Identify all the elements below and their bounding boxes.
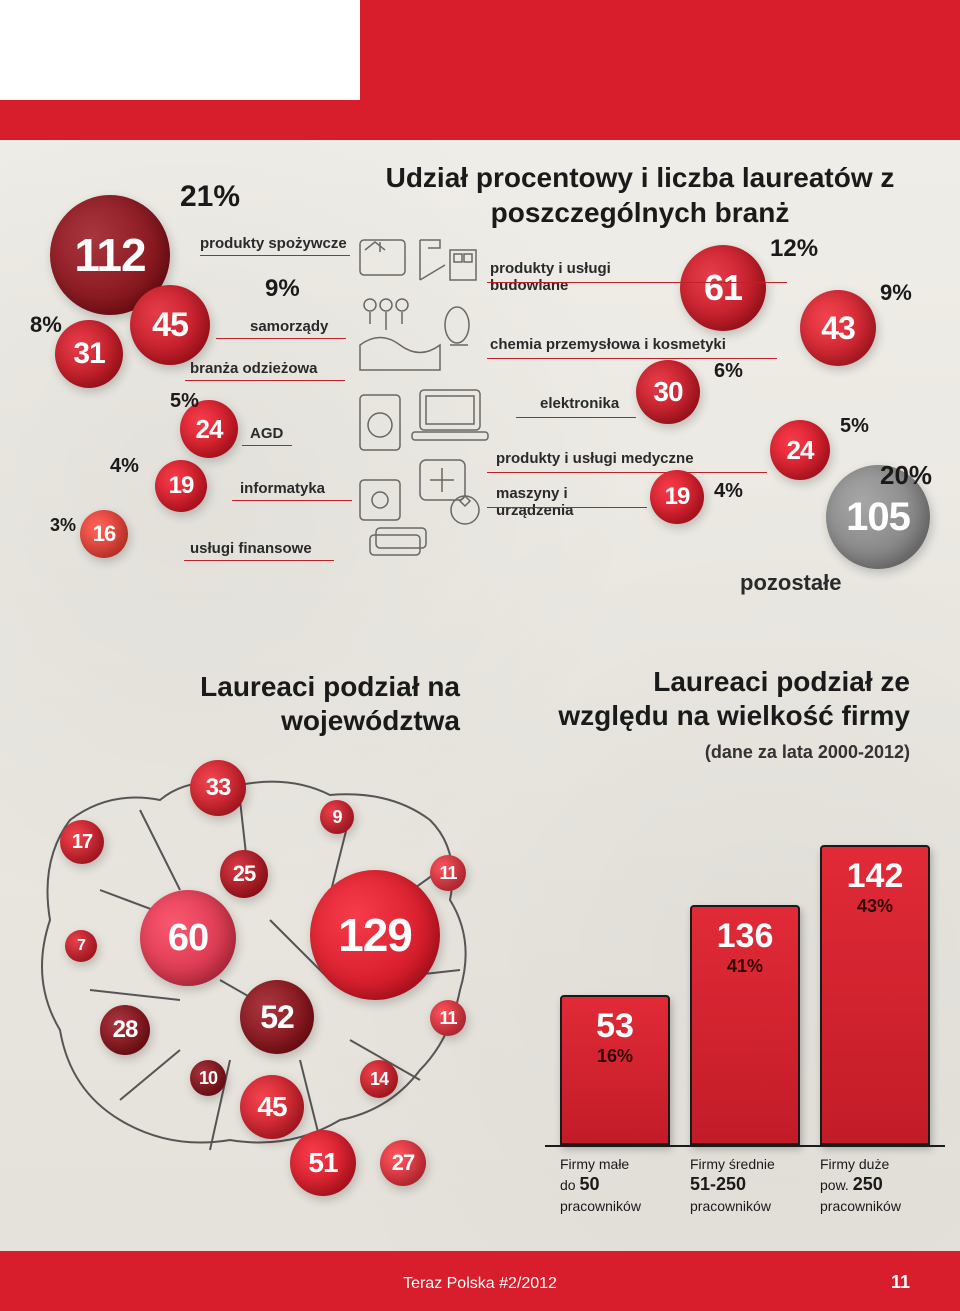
map-bubble: 25 xyxy=(220,850,268,898)
industry-label: chemia przemysłowa i kosmetyki xyxy=(490,336,770,353)
industry-label: produkty spożywcze xyxy=(200,235,347,252)
industry-pct: 4% xyxy=(110,455,139,478)
map-bubble: 17 xyxy=(60,820,104,864)
map-bubble: 45 xyxy=(240,1075,304,1139)
bar-pct: 43% xyxy=(857,896,893,917)
map-bubble: 60 xyxy=(140,890,236,986)
label-underline xyxy=(516,417,636,418)
industry-label: pozostałe xyxy=(740,570,880,596)
industry-label: produkty i usługi budowlane xyxy=(490,260,630,294)
industry-pct: 6% xyxy=(714,360,743,383)
page-number: 11 xyxy=(891,1272,910,1293)
industry-right-bubble: 24 xyxy=(770,420,830,480)
industry-label: informatyka xyxy=(240,480,325,497)
label-underline xyxy=(232,500,352,501)
industry-left-bubble: 19 xyxy=(155,460,207,512)
label-underline xyxy=(487,358,777,359)
label-underline xyxy=(185,380,345,381)
map-bubble: 9 xyxy=(320,800,354,834)
industry-right-bubble: 61 xyxy=(680,245,766,331)
map-bubble: 14 xyxy=(360,1060,398,1098)
header-white-box xyxy=(0,0,360,100)
bar-caption: Firmy dużepow. 250pracowników xyxy=(820,1155,940,1215)
size-title: Laureaci podział ze względu na wielkość … xyxy=(550,665,910,766)
industry-pct: 8% xyxy=(30,312,62,338)
industry-right-bubble: 30 xyxy=(636,360,700,424)
map-bubble: 28 xyxy=(100,1005,150,1055)
industry-label: produkty i usługi medyczne xyxy=(496,450,746,467)
map-bubble: 11 xyxy=(430,1000,466,1036)
map-bubble: 33 xyxy=(190,760,246,816)
map-bubble: 51 xyxy=(290,1130,356,1196)
map-bubble: 129 xyxy=(310,870,440,1000)
industry-label: branża odzieżowa xyxy=(190,360,318,377)
industry-label: usługi finansowe xyxy=(190,540,312,557)
size-title-text: Laureaci podział ze względu na wielkość … xyxy=(558,666,910,731)
industry-pct: 9% xyxy=(880,280,912,306)
industry-pct: 12% xyxy=(770,235,818,263)
bar-value: 136 xyxy=(717,917,774,956)
bar-caption: Firmy małedo 50pracowników xyxy=(560,1155,680,1215)
industry-right-bubble: 19 xyxy=(650,470,704,524)
industry-left-bubble: 45 xyxy=(130,285,210,365)
label-underline xyxy=(487,507,647,508)
map-title: Laureaci podział na województwa xyxy=(130,670,460,737)
size-bar: 5316% xyxy=(560,995,670,1145)
industry-pct: 20% xyxy=(880,460,932,491)
map-bubble: 11 xyxy=(430,855,466,891)
label-underline xyxy=(487,472,767,473)
industry-pct: 9% xyxy=(265,275,300,303)
map-bubble: 52 xyxy=(240,980,314,1054)
industry-label: AGD xyxy=(250,425,283,442)
bar-pct: 41% xyxy=(727,956,763,977)
industry-pct: 21% xyxy=(180,180,240,214)
industry-label: samorządy xyxy=(250,318,328,335)
bar-value: 53 xyxy=(596,1007,634,1046)
industry-pct: 5% xyxy=(170,390,199,413)
map-bubble: 10 xyxy=(190,1060,226,1096)
main-title: Udział procentowy i liczba laureatów z p… xyxy=(380,160,900,230)
label-underline xyxy=(242,445,292,446)
industry-label: maszyny i urządzenia xyxy=(496,485,606,519)
industry-pct: 5% xyxy=(840,415,869,438)
footer-text: Teraz Polska #2/2012 xyxy=(403,1275,557,1293)
bar-pct: 16% xyxy=(597,1046,633,1067)
map-bubble: 27 xyxy=(380,1140,426,1186)
industry-pct: 3% xyxy=(50,515,76,536)
industry-label: elektronika xyxy=(540,395,640,412)
bar-caption: Firmy średnie51-250pracowników xyxy=(690,1155,810,1215)
size-bar: 13641% xyxy=(690,905,800,1145)
size-bar: 14243% xyxy=(820,845,930,1145)
label-underline xyxy=(216,338,346,339)
label-underline xyxy=(487,282,787,283)
sketch-icons xyxy=(350,230,500,560)
industry-pct: 4% xyxy=(714,480,743,503)
label-underline xyxy=(184,560,334,561)
bar-value: 142 xyxy=(847,857,904,896)
industry-left-bubble: 31 xyxy=(55,320,123,388)
label-underline xyxy=(200,255,350,256)
bar-baseline xyxy=(545,1145,945,1147)
size-subtitle: (dane za lata 2000-2012) xyxy=(705,742,910,762)
industry-right-bubble: 43 xyxy=(800,290,876,366)
map-bubble: 7 xyxy=(65,930,97,962)
industry-left-bubble: 16 xyxy=(80,510,128,558)
